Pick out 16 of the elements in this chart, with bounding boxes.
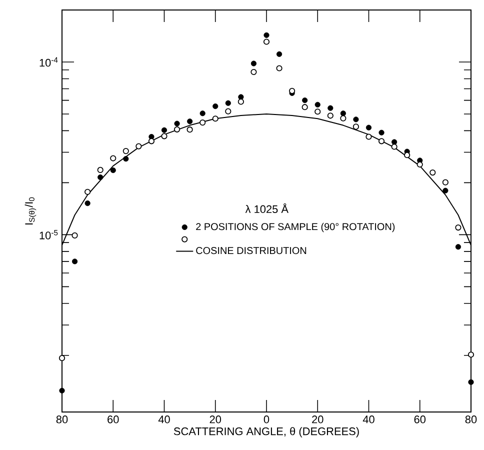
x-tick-label: 80: [56, 416, 68, 424]
x-tick-label: 40: [158, 416, 170, 424]
y-tick-label: 10$^{-5}$: [40, 230, 58, 240]
annotation: λ 1025 Å: [245, 203, 288, 214]
x-tick-label: 60: [108, 416, 119, 424]
x-tick-label: 60: [414, 416, 426, 424]
x-tick-label: 20: [312, 416, 324, 424]
y-tick-label: 10$^{-4}$: [40, 57, 58, 67]
x-tick-label: 80: [465, 416, 477, 424]
x-axis-title: SCATTERING ANGLE, θ (DEGREES): [174, 427, 359, 438]
legend-label: 2 POSITIONS OF SAMPLE (90° ROTATION): [196, 222, 395, 232]
x-tick-label: 20: [210, 416, 222, 424]
y-axis-title: I$_{S(θ)}$/I$_{0}$: [24, 197, 36, 224]
legend-label: COSINE DISTRIBUTION: [196, 247, 306, 254]
x-tick-label: 40: [362, 416, 374, 424]
x-tick-label: 0: [264, 416, 270, 424]
